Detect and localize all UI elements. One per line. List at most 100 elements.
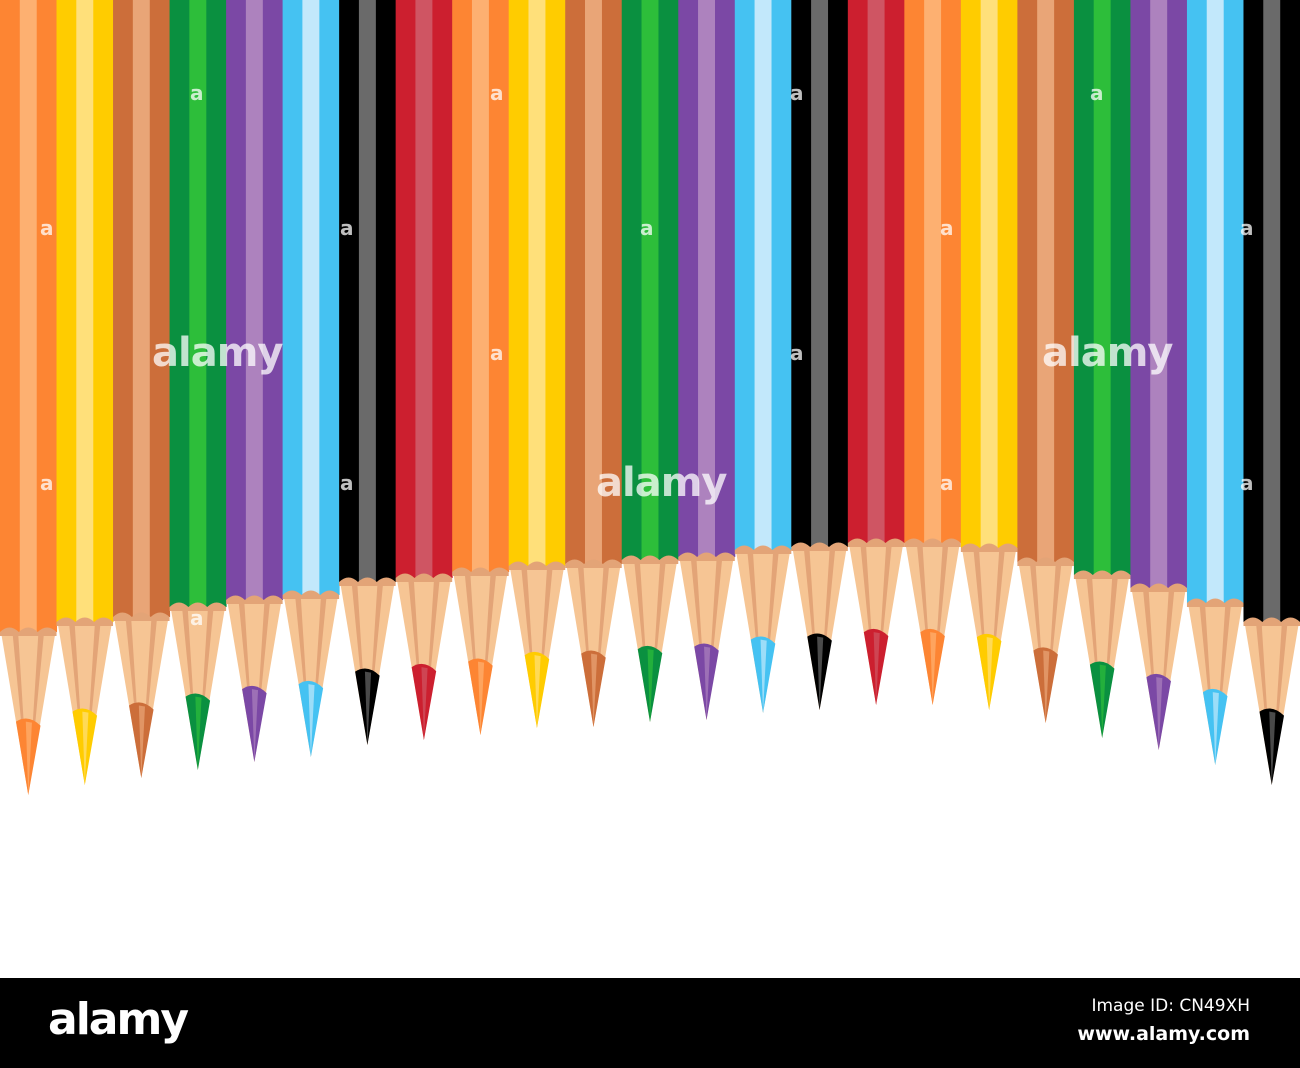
pencil-purple [678, 0, 736, 720]
pencil-body-highlight [980, 0, 998, 548]
pencil-black [1243, 0, 1300, 785]
pencil-lead-highlight [647, 649, 654, 722]
watermark-letter: a [790, 341, 804, 365]
pencil-sharpened-edge [565, 559, 622, 568]
pencil-wood [340, 582, 395, 745]
pencil-sharpened-edge [1243, 617, 1300, 626]
pencil-orange [904, 0, 962, 705]
pencil-lead-highlight [817, 636, 824, 710]
pencil-wood-grain [860, 543, 877, 705]
pencil-wood [114, 617, 169, 778]
pencil-lead-highlight [986, 637, 993, 710]
footer-bar: alamy Image ID: CN49XH www.alamy.com [0, 978, 1300, 1068]
pencil-green [169, 0, 227, 770]
pencil-wood [509, 566, 565, 728]
pencil-wood [170, 607, 226, 770]
pencil-body-highlight [19, 0, 37, 632]
pencil-body-highlight [471, 0, 489, 572]
watermark-letter: a [1240, 216, 1254, 240]
pencil-body-highlight [754, 0, 772, 550]
pencil-orange [452, 0, 510, 735]
pencil-purple [226, 0, 284, 762]
pencil-wood [57, 622, 113, 785]
pencil-body-highlight [585, 0, 602, 564]
pencil-lead-highlight [251, 689, 259, 762]
pencil-sharpened-edge [621, 555, 679, 564]
pencil-body-highlight [1093, 0, 1111, 575]
pencil-yellow [960, 0, 1018, 710]
pencil-body-highlight [528, 0, 546, 566]
pencil-body-highlight [415, 0, 433, 578]
pencil-wood-grain [593, 564, 610, 727]
pencil-sharpened-edge [904, 538, 961, 547]
watermark-letter: a [940, 471, 954, 495]
pencil-lead-highlight [138, 705, 145, 778]
pencil-wood-grain [690, 557, 707, 720]
pencil-wood [1074, 575, 1130, 738]
pencil-body-highlight [245, 0, 263, 600]
pencil-orange [0, 0, 58, 795]
pencil-wood-grain [1271, 622, 1288, 785]
pencil-brown [1017, 0, 1075, 723]
pencil-wood-grain [577, 564, 594, 727]
pencil-wood-grain [650, 560, 666, 722]
pencil-wood-grain [238, 600, 255, 762]
pencil-lead-highlight [704, 646, 711, 720]
pencil-wood-grain [706, 557, 723, 720]
pencil-body-highlight [358, 0, 376, 582]
pencil-sharpened-edge [56, 617, 114, 626]
pencil-sharpened-edge [1186, 598, 1244, 607]
pencil-body-highlight [1206, 0, 1224, 603]
pencil-lead-highlight [364, 671, 372, 745]
pencil-lead-highlight [591, 653, 598, 727]
pencil-sharpened-edge [339, 577, 396, 586]
pencil-yellow [508, 0, 566, 728]
pencil-wood-grain [989, 548, 1005, 710]
watermark-letter: a [1240, 471, 1254, 495]
image-id: Image ID: CN49XH [1091, 996, 1250, 1016]
pencil-green [621, 0, 679, 722]
pencil-sharpened-edge [791, 542, 848, 551]
pencil-lead-highlight [25, 721, 32, 795]
pencil-brown [113, 0, 171, 778]
pencil-wood [679, 557, 734, 720]
pencil-wood-grain [973, 548, 990, 710]
pencil-wood-grain [747, 550, 764, 713]
pencil-sharpened-edge [113, 612, 170, 621]
watermark-letter: a [340, 216, 354, 240]
pencil-lead-highlight [760, 639, 767, 713]
pencil-wood [396, 578, 452, 740]
pencil-body-highlight [811, 0, 829, 547]
watermark-letter: a [40, 216, 54, 240]
pencil-sharpened-edge [508, 561, 566, 570]
pencil-sharpened-edge [1073, 570, 1131, 579]
watermark-letter: a [490, 341, 504, 365]
pencil-lead-highlight [873, 632, 880, 705]
pencil-body-highlight [1037, 0, 1055, 562]
watermark-letter: a [190, 81, 204, 105]
pencil-brown [565, 0, 623, 727]
pencil-yellow [56, 0, 114, 785]
watermark-letter: a [790, 81, 804, 105]
pencil-wood-grain [803, 547, 820, 710]
pencil-lead-highlight [195, 696, 202, 770]
pencil-wood-grain [12, 632, 29, 795]
pencil-wood [735, 550, 791, 713]
pencil-light-blue [734, 0, 792, 713]
pencil-wood-grain [254, 600, 271, 762]
pencil-wood [905, 543, 960, 705]
watermark-letter: a [490, 81, 504, 105]
watermark-letter: a [640, 216, 654, 240]
pencil-wood-grain [536, 566, 553, 728]
pencil-sharpened-edge [0, 627, 57, 636]
pencil-body-highlight [867, 0, 885, 543]
colored-pencils-illustration: a a a a a a a a a a a a a a a a [0, 0, 1300, 795]
pencil-lead-highlight [1156, 677, 1163, 750]
pencil-lead-highlight [477, 661, 485, 735]
pencil-wood [1187, 603, 1243, 765]
pencil-green [1073, 0, 1131, 738]
pencil-wood [283, 595, 339, 757]
pencil-purple [1130, 0, 1188, 750]
pencil-wood [1244, 622, 1299, 785]
pencil-body-highlight [698, 0, 715, 557]
